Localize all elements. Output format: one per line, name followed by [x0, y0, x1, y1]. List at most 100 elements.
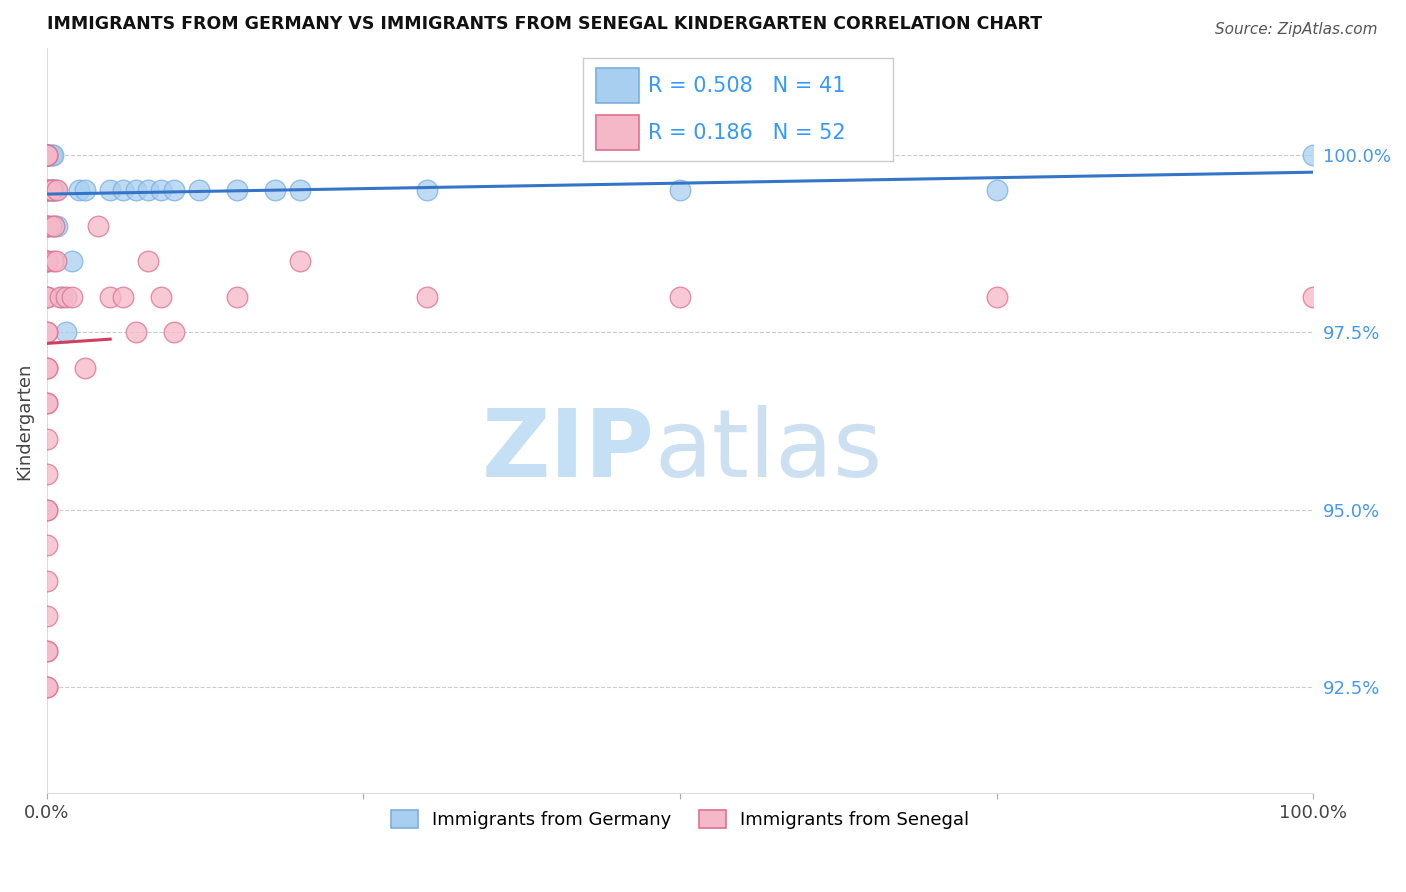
Point [42, 183, 65, 197]
Point [39, 183, 62, 197]
Point [41, 183, 63, 197]
Point [35, 183, 58, 197]
Point [35, 148, 58, 162]
Point [35, 148, 58, 162]
Point [35, 148, 58, 162]
Point [44, 219, 66, 233]
Point [35, 502, 58, 516]
Point [35, 148, 58, 162]
Point [1302, 290, 1324, 304]
Point [35, 148, 58, 162]
Point [35, 290, 58, 304]
Point [35, 148, 58, 162]
Point [986, 183, 1008, 197]
Point [35, 219, 58, 233]
Bar [596, 115, 640, 150]
Point [35, 680, 58, 694]
Y-axis label: Kindergarten: Kindergarten [15, 362, 32, 480]
Point [60, 254, 83, 268]
Point [73, 183, 96, 197]
Point [42, 254, 65, 268]
Legend: Immigrants from Germany, Immigrants from Senegal: Immigrants from Germany, Immigrants from… [384, 803, 977, 837]
Point [416, 183, 439, 197]
Point [98, 290, 121, 304]
Point [39, 148, 62, 162]
Point [35, 148, 58, 162]
Point [44, 219, 66, 233]
Point [35, 148, 58, 162]
Point [35, 254, 58, 268]
Point [986, 290, 1008, 304]
Point [124, 183, 146, 197]
Point [136, 183, 159, 197]
Point [35, 254, 58, 268]
Point [35, 396, 58, 410]
Point [35, 360, 58, 375]
Point [73, 360, 96, 375]
Point [35, 148, 58, 162]
Text: atlas: atlas [655, 405, 883, 497]
Point [41, 183, 63, 197]
Point [35, 680, 58, 694]
Point [55, 290, 77, 304]
Point [35, 360, 58, 375]
Text: R = 0.508   N = 41: R = 0.508 N = 41 [648, 76, 846, 95]
Point [39, 183, 62, 197]
Point [111, 183, 134, 197]
Point [288, 254, 311, 268]
Point [45, 254, 67, 268]
Point [35, 148, 58, 162]
Point [187, 183, 209, 197]
Point [136, 254, 159, 268]
Point [288, 183, 311, 197]
Point [1302, 148, 1324, 162]
Point [35, 432, 58, 446]
Point [46, 183, 69, 197]
Text: R = 0.186   N = 52: R = 0.186 N = 52 [648, 123, 846, 143]
Point [162, 325, 184, 339]
Point [669, 183, 692, 197]
Point [35, 467, 58, 482]
Point [41, 148, 63, 162]
Point [416, 290, 439, 304]
Point [35, 219, 58, 233]
Point [162, 183, 184, 197]
Point [225, 183, 247, 197]
Point [35, 396, 58, 410]
Point [35, 574, 58, 588]
Text: ZIP: ZIP [482, 405, 655, 497]
Point [669, 290, 692, 304]
Point [35, 219, 58, 233]
Text: IMMIGRANTS FROM GERMANY VS IMMIGRANTS FROM SENEGAL KINDERGARTEN CORRELATION CHAR: IMMIGRANTS FROM GERMANY VS IMMIGRANTS FR… [46, 15, 1042, 33]
Point [45, 183, 67, 197]
Point [35, 183, 58, 197]
Point [55, 325, 77, 339]
Point [39, 219, 62, 233]
Point [51, 290, 73, 304]
Point [98, 183, 121, 197]
Point [42, 148, 65, 162]
Point [67, 183, 90, 197]
Point [46, 219, 69, 233]
Point [35, 290, 58, 304]
Point [35, 254, 58, 268]
Point [225, 290, 247, 304]
Point [35, 183, 58, 197]
Point [35, 502, 58, 516]
Point [35, 183, 58, 197]
Point [35, 644, 58, 658]
Point [86, 219, 108, 233]
Point [35, 325, 58, 339]
Point [35, 538, 58, 552]
Point [35, 644, 58, 658]
Point [35, 325, 58, 339]
Point [48, 290, 70, 304]
Point [124, 325, 146, 339]
Point [44, 183, 66, 197]
Point [35, 609, 58, 624]
Point [149, 290, 172, 304]
Point [111, 290, 134, 304]
Point [60, 290, 83, 304]
Bar [596, 69, 640, 103]
Point [149, 183, 172, 197]
